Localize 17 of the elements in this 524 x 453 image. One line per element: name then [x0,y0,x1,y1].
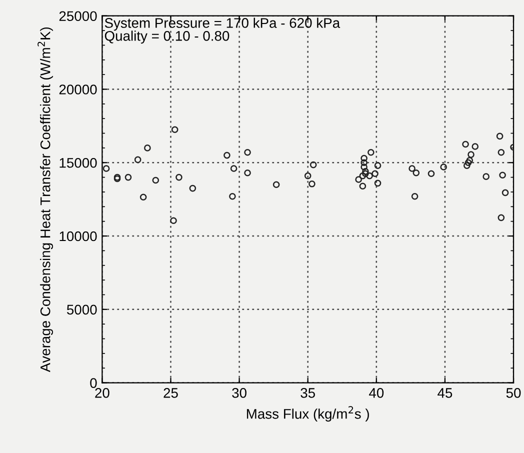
x-tick-label: 25 [164,388,178,398]
y-tick-label: 15000 [60,158,97,168]
y-tick-label: 10000 [60,231,97,242]
x-axis-title: Mass Flux (kg/m$^{2}$s ) [246,406,369,422]
y-tick-label: 20000 [59,84,97,94]
x-tick-label: 45 [438,388,452,398]
y-axis-title: Average Condensing Heat Transfer Coefficient (W/m$^{2}$K) [38,27,54,372]
annotation: Quality = 0.10 - 0.80 [104,30,230,44]
x-tick-label: 50 [506,388,521,398]
x-tick-label: 40 [369,388,384,398]
x-tick-label: 20 [95,388,110,398]
y-tick-label: 25000 [59,11,97,22]
y-tick-label: 5000 [66,304,97,315]
annotation: System Pressure = 170 kPa - 620 kPa [104,18,340,31]
y-tick-label: 0 [90,378,97,388]
x-tick-label: 35 [300,388,315,398]
x-tick-label: 30 [232,388,246,398]
